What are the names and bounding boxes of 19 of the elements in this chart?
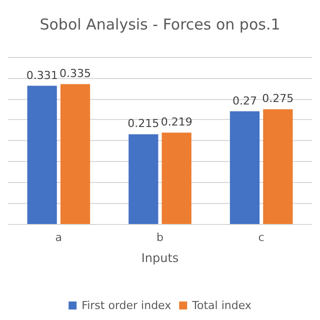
x-tick-label: b xyxy=(156,231,164,244)
data-label: 0.219 xyxy=(160,116,192,129)
legend-label: First order index xyxy=(82,299,172,312)
bar xyxy=(230,111,260,224)
bar xyxy=(60,84,90,224)
data-label: 0.27 xyxy=(232,94,257,108)
data-label: 0.331 xyxy=(26,68,58,82)
bar xyxy=(263,109,293,224)
bar xyxy=(162,132,192,224)
x-axis-title: Inputs xyxy=(141,251,179,265)
chart-title: Sobol Analysis - Forces on pos.1 xyxy=(40,16,280,34)
bar xyxy=(27,86,57,224)
data-label: 0.215 xyxy=(128,117,160,130)
bar xyxy=(128,134,158,224)
legend-label: Total index xyxy=(191,299,252,312)
data-label: 0.275 xyxy=(262,92,294,106)
x-tick-label: c xyxy=(258,231,264,244)
x-tick-label: a xyxy=(55,231,62,244)
data-label: 0.335 xyxy=(60,67,92,80)
